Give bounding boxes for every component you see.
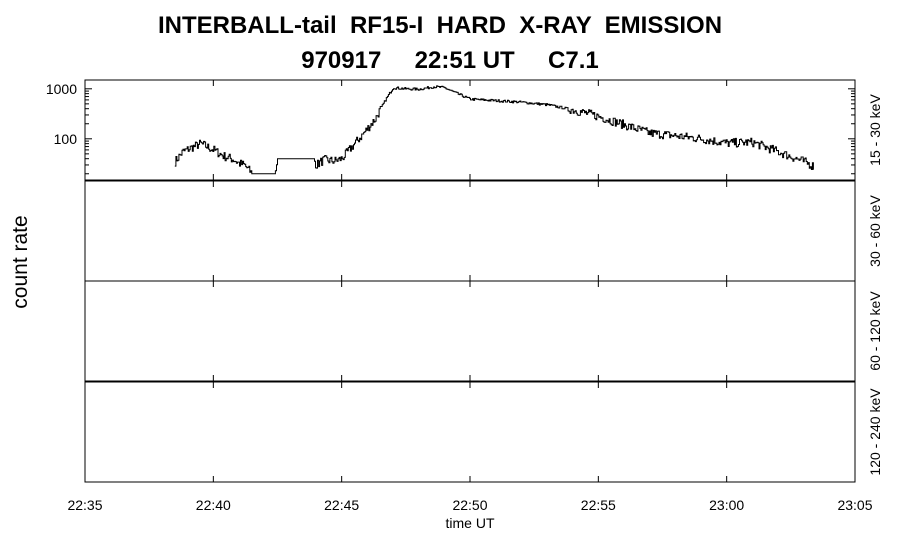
x-tick-label: 22:40 [196, 497, 231, 513]
series-15-30kev-line [174, 85, 814, 175]
x-tick-label: 22:45 [324, 497, 359, 513]
panel-energy-label: 15 - 30 keV [867, 94, 883, 166]
x-tick-label: 23:05 [837, 497, 872, 513]
chart-subtitle: 970917 22:51 UT C7.1 [301, 47, 599, 74]
chart-title: INTERBALL-tail RF15-I HARD X-RAY EMISSIO… [157, 12, 723, 39]
y-axis-label: count rate [9, 215, 32, 308]
panel-frame [84, 180, 856, 282]
x-axis-label: time UT [446, 515, 495, 531]
panel-frame [84, 280, 856, 382]
x-tick-label: 22:55 [581, 497, 616, 513]
panel-energy-label: 30 - 60 keV [867, 195, 883, 267]
y-tick-label: 100 [54, 131, 78, 147]
panel-frame [84, 381, 856, 483]
x-tick-label: 22:35 [67, 497, 102, 513]
panel-energy-label: 60 - 120 keV [867, 291, 883, 371]
y-tick-label: 1000 [46, 81, 77, 97]
x-tick-label: 23:00 [709, 497, 744, 513]
panel-energy-label: 120 - 240 keV [867, 388, 883, 476]
panel-frame [84, 79, 856, 181]
x-tick-label: 22:50 [452, 497, 487, 513]
